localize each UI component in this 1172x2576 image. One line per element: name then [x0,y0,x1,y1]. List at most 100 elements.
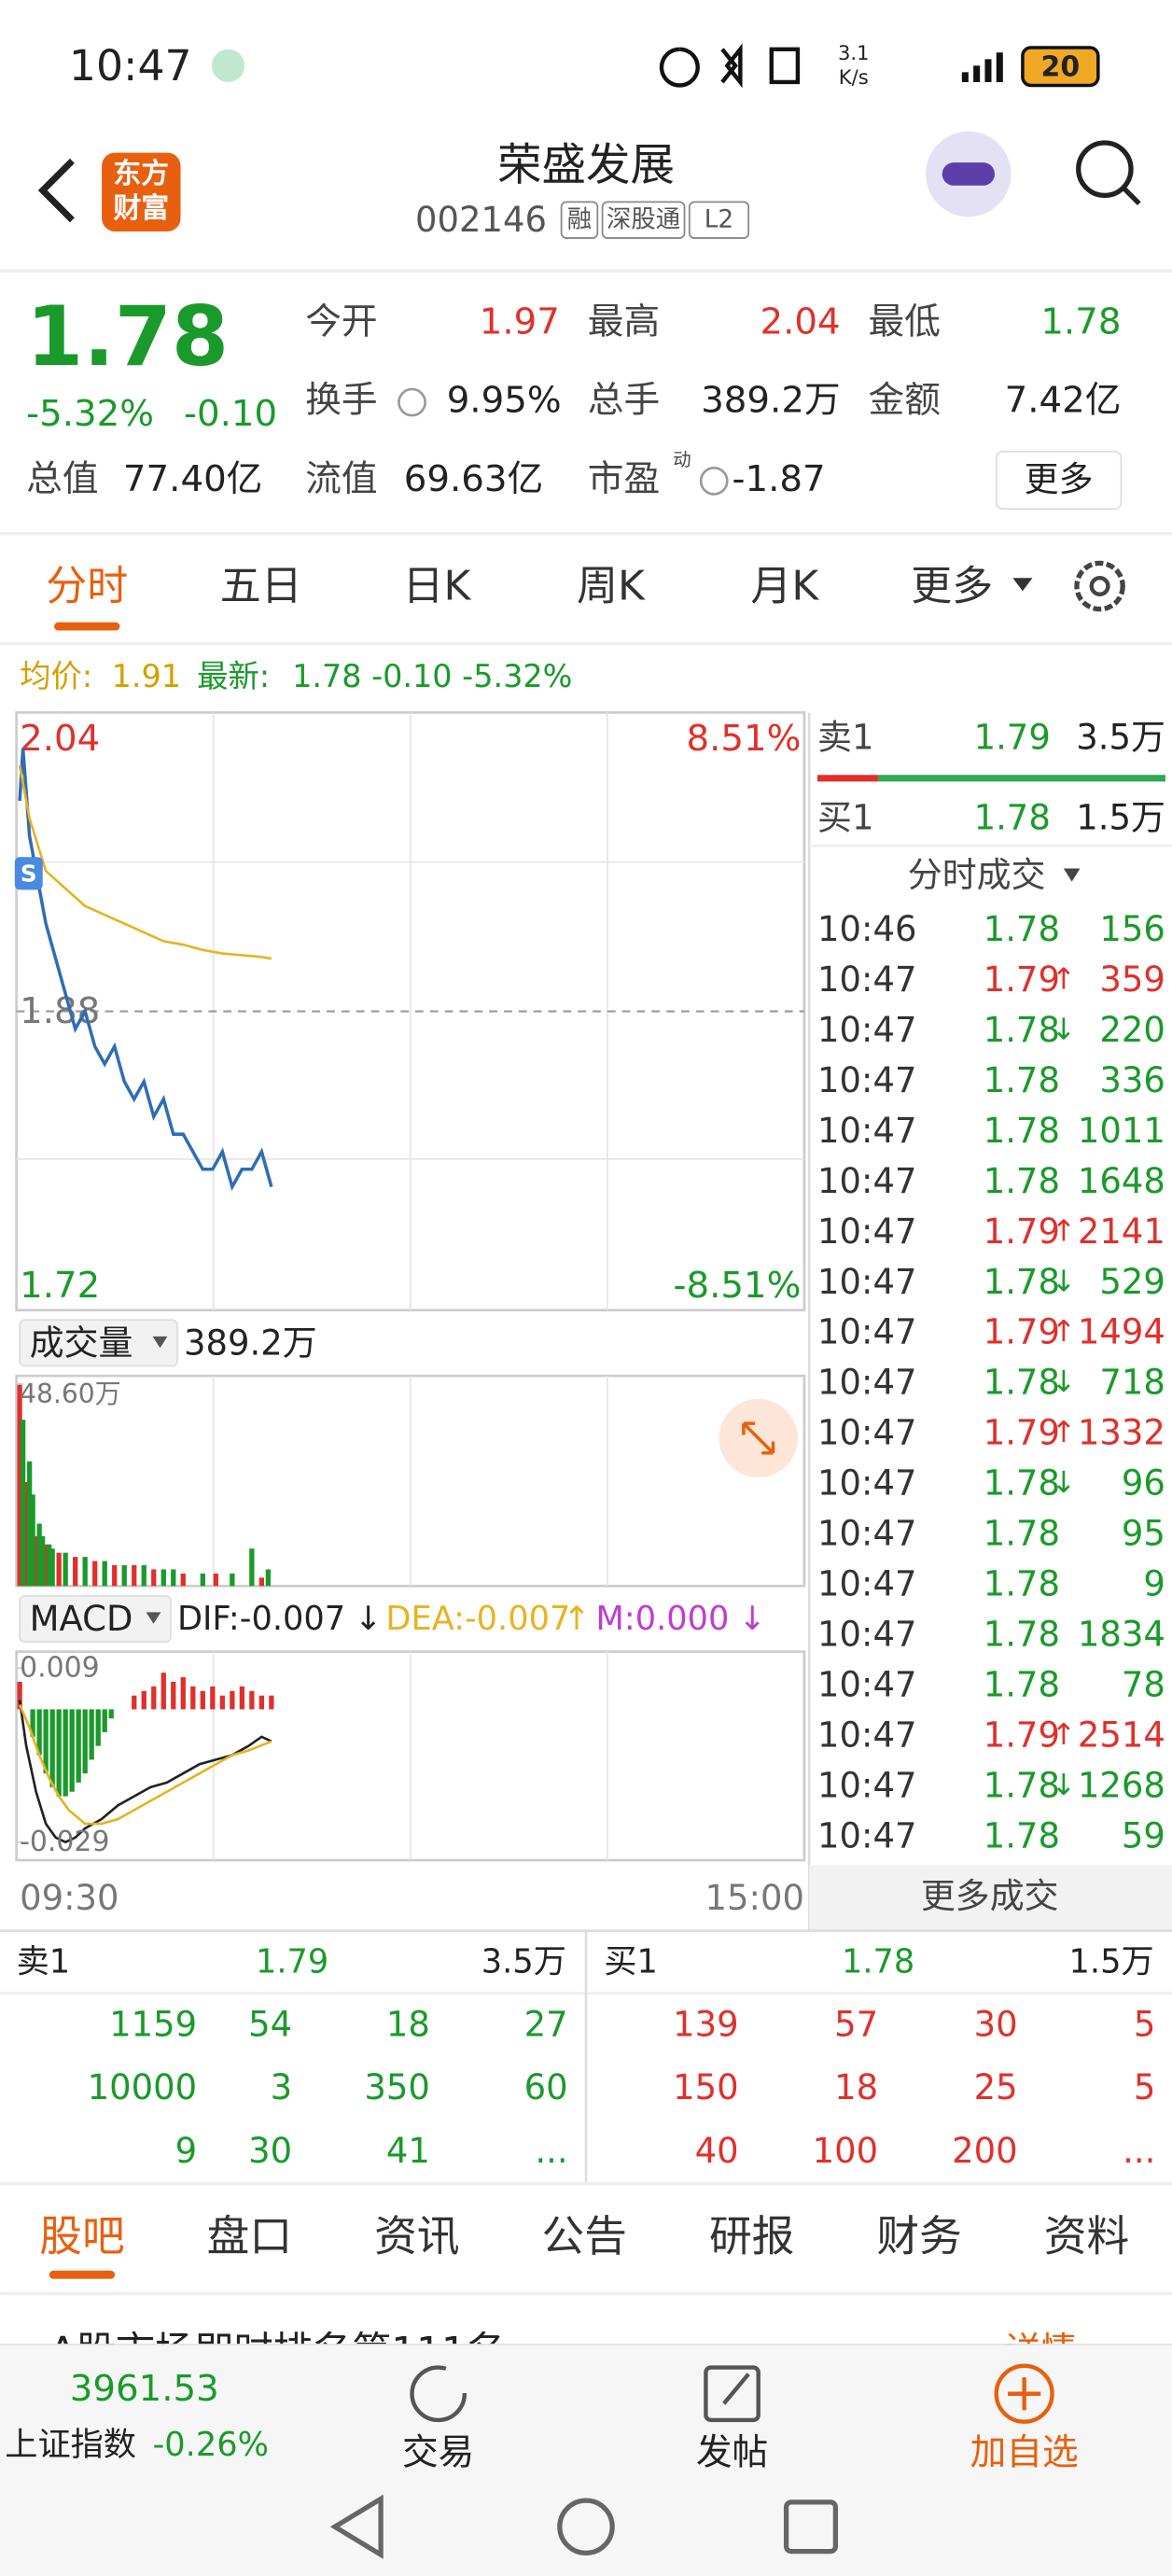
trade-price: 1.79 [984,1312,1060,1352]
field-value: -1.87 [732,458,826,500]
info-tab[interactable]: 研报 [709,2211,794,2261]
macd-bar [219,1695,225,1710]
macd-bar [17,1681,22,1710]
macd-bar [56,1709,62,1797]
more-button-text[interactable]: 更多 [1025,459,1094,499]
stock-code: 002146 [415,200,547,240]
buy-price: 1.78 [974,798,1051,838]
trade-time: 10:47 [817,1514,916,1554]
trade-time: 10:47 [817,1664,916,1704]
trade-price: 1.78 [984,1060,1060,1100]
volume-bar [230,1573,235,1587]
dea-arrow: ↑ [563,1600,590,1638]
volume-bar [132,1565,137,1587]
info-tab[interactable]: 资讯 [374,2211,459,2261]
volume-bar [20,1420,26,1587]
trade-time: 10:47 [817,1413,916,1453]
volume-bar [249,1548,255,1587]
dea-label: DEA:-0.007 [385,1600,570,1638]
trade-time: 10:47 [817,1614,916,1654]
info-tab[interactable]: 财务 [876,2211,961,2261]
queue-order: 5 [1134,2004,1156,2044]
sell-marker [14,857,43,890]
macd-bar [89,1709,94,1760]
index-change: -0.26% [153,2426,269,2464]
queue-order: 60 [524,2067,568,2107]
queue-order: 30 [248,2131,292,2171]
more-trades-text[interactable]: 更多成交 [921,1876,1059,1916]
volume-bar [141,1565,146,1587]
chart-tab[interactable]: 日K [403,562,472,609]
logo-text: 东方 [113,158,169,190]
trade-volume: 1268 [1078,1765,1165,1805]
queue-order: 30 [974,2004,1018,2044]
volume-bar [33,1535,39,1587]
assistant-face [942,162,996,186]
latest-label: 最新: [197,658,270,694]
chart-tab[interactable]: 更多 [911,562,993,609]
trade-button[interactable]: 交易 [402,2432,474,2474]
dropdown-arrow [1063,868,1081,882]
chart-tab[interactable]: 分时 [46,562,128,609]
trade-price: 1.78 [984,1514,1060,1554]
add-button[interactable]: 加自选 [970,2432,1079,2474]
info-tab[interactable]: 公告 [542,2211,627,2261]
trade-volume: 2514 [1078,1715,1165,1755]
search-button[interactable] [1076,140,1134,198]
info-tab[interactable]: 股吧 [39,2211,124,2261]
volume-bar [40,1535,46,1587]
settings-button[interactable] [1074,560,1125,612]
macd-bar [95,1709,101,1746]
queue-order: 10000 [88,2067,198,2107]
chart-tab[interactable]: 月K [750,562,819,609]
trade-time: 10:47 [817,1312,916,1352]
sell-volume: 3.5万 [1076,717,1165,757]
post-button[interactable]: 发帖 [696,2432,768,2474]
macd-bar [102,1709,107,1732]
info-tab[interactable]: 资料 [1044,2211,1129,2261]
nav-recent[interactable] [783,2499,839,2555]
volume-bar [121,1565,127,1587]
volume-bar [171,1569,176,1587]
trade-arrow: ↓ [1052,1365,1077,1399]
trade-volume: 1332 [1078,1413,1165,1453]
trade-price: 1.78 [984,1161,1060,1201]
trades-title: 分时成交 [908,855,1046,895]
sell-label: 卖1 [17,1943,71,1981]
field-sup: 动 [673,449,691,470]
sell-price: 1.79 [974,717,1051,757]
sell-volume: 3.5万 [481,1943,566,1981]
trade-time: 10:47 [817,1111,916,1151]
trade-arrow: ↑ [1052,1718,1077,1752]
volume-selector[interactable] [19,1319,178,1367]
queue-order: 25 [974,2067,1018,2107]
more-button[interactable] [995,450,1123,511]
trade-volume: 96 [1122,1463,1165,1504]
macd-bar [82,1709,88,1774]
queue-order: 3 [271,2067,293,2107]
post-icon[interactable] [704,2365,760,2423]
volume-bar [63,1552,68,1587]
volume-bar [213,1573,218,1587]
macd-selector[interactable] [19,1594,172,1643]
macd-title: MACD [30,1599,133,1639]
chart-tab[interactable]: 五日 [220,562,302,609]
trade-price: 1.79 [984,1211,1060,1252]
trade-price: 1.78 [984,1010,1060,1050]
add-icon[interactable] [994,2363,1054,2424]
avg-value: 1.91 [112,658,181,694]
macd-bar [141,1690,146,1710]
series-line [18,765,272,960]
nav-home[interactable] [557,2498,615,2556]
nav-back[interactable] [329,2494,384,2559]
info-tab[interactable]: 盘口 [207,2211,292,2261]
more-trades[interactable] [809,1865,1172,1931]
chart-tab[interactable]: 周K [577,562,646,609]
trade-icon[interactable] [410,2365,467,2423]
trade-time: 10:47 [817,1715,916,1755]
volume-bar [47,1544,52,1587]
trade-price: 1.78 [984,1463,1060,1504]
back-button[interactable] [37,158,75,223]
trade-time: 10:47 [817,1815,916,1855]
y-tick-label: 48.60万 [20,1379,121,1409]
